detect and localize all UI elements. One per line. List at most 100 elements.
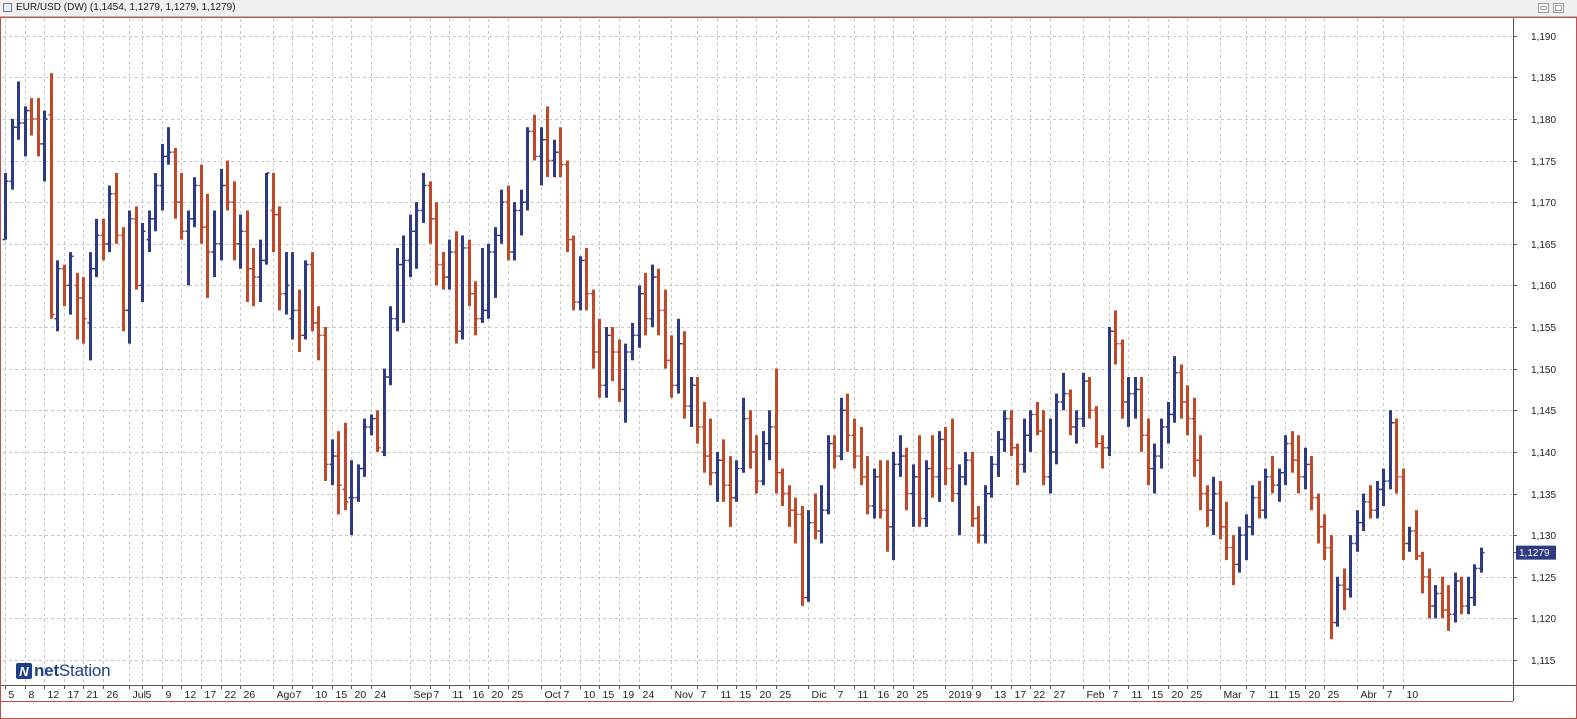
ohlc-bar-up: [1165, 401, 1172, 444]
ohlc-bar-down: [276, 206, 283, 311]
ohlc-bar-up: [733, 460, 740, 502]
y-tick-label: 1,175: [1531, 157, 1556, 168]
x-tick-label: 10: [584, 689, 596, 701]
ohlc-bar-down: [204, 193, 211, 298]
ohlc-bar-down: [786, 485, 793, 527]
ohlc-bar-down: [1204, 485, 1211, 527]
ohlc-bar-up: [1171, 356, 1178, 423]
ohlc-bar-down: [440, 252, 447, 290]
ohlc-bar-up: [159, 143, 166, 211]
ohlc-bar-down: [583, 247, 590, 311]
ohlc-bar-up: [289, 252, 296, 340]
x-tick-label: 16: [878, 689, 890, 701]
x-tick-label: 20: [897, 689, 909, 701]
y-tick-label: 1,150: [1531, 365, 1556, 376]
ohlc-bar-down: [1439, 576, 1446, 619]
ohlc-bar-down: [831, 435, 838, 469]
restore-button[interactable]: ▭: [1538, 3, 1549, 13]
ohlc-bar-down: [1086, 376, 1093, 419]
ohlc-bar-up: [1236, 526, 1243, 573]
x-tick-label: 24: [643, 689, 655, 701]
x-tick-label: 8: [29, 689, 35, 701]
ohlc-bar-up: [348, 460, 355, 536]
netstation-logo-text: netStation: [34, 661, 111, 681]
x-axis: 5 8 12 17 21 26 Jul 5 9 12 17 22 26 Ago 7 10 15 20 24 Sep 7 1…: [0, 685, 1577, 702]
ohlc-bar-up: [936, 431, 943, 502]
x-tick-label: 17: [68, 689, 80, 701]
ohlc-bar-down: [35, 98, 42, 157]
ohlc-bar-up: [329, 439, 336, 486]
ohlc-bar-up: [93, 218, 100, 278]
x-tick-label: 24: [375, 689, 387, 701]
ohlc-bar-down: [1099, 435, 1106, 469]
ohlc-bar-up: [1080, 372, 1087, 427]
ohlc-bar-down: [1413, 510, 1420, 561]
ohlc-bar-up: [283, 252, 290, 315]
ohlc-bar-up: [1060, 372, 1067, 411]
ohlc-chart[interactable]: 1,115 1,120 1,125 1,130 1,135 1,140 1,145 1,150…: [0, 17, 1577, 719]
x-tick-label: Ago: [277, 689, 296, 701]
x-tick-label: 25: [512, 689, 524, 701]
ohlc-bar-up: [1158, 418, 1165, 469]
ohlc-bar-up: [413, 202, 420, 269]
ohlc-bar-up: [1432, 585, 1439, 619]
ohlc-bar-up: [446, 239, 453, 290]
last-price-label: 1,1279: [1519, 548, 1550, 559]
ohlc-bar-up: [714, 451, 721, 502]
ohlc-bar-down: [655, 268, 662, 336]
x-tick-label: Mar: [1224, 689, 1243, 701]
ohlc-bar-up: [838, 397, 845, 461]
ohlc-bar-down: [1308, 456, 1315, 511]
ohlc-bar-down: [903, 447, 910, 511]
ohlc-bar-up: [1374, 481, 1381, 519]
ohlc-bar-down: [1419, 551, 1426, 594]
ohlc-bar-up: [1347, 535, 1354, 598]
x-tick-label: Sep: [414, 689, 433, 701]
ohlc-bar-down: [707, 418, 714, 486]
ohlc-bar-down: [1341, 568, 1348, 611]
ohlc-bar-up: [106, 185, 113, 253]
ohlc-bar-down: [1400, 468, 1407, 561]
ohlc-bar-down: [466, 239, 473, 307]
title-bar[interactable]: EUR/USD (DW) (1,1454, 1,1279, 1,1279, 1,…: [0, 0, 1577, 17]
ohlc-bar-down: [1295, 435, 1302, 494]
x-tick-label: 9: [166, 689, 172, 701]
ohlc-bar-up: [387, 306, 394, 386]
ohlc-bar-up: [1151, 443, 1158, 494]
ohlc-bar-up: [1073, 410, 1080, 444]
ohlc-bar-up: [923, 460, 930, 527]
x-tick-label: 20: [760, 689, 772, 701]
y-tick-label: 1,145: [1531, 406, 1556, 417]
ohlc-bar-down: [1223, 501, 1230, 561]
x-tick-label: 25: [780, 689, 792, 701]
netstation-logo-mark: N: [16, 663, 32, 679]
ohlc-bar-up: [1249, 485, 1256, 536]
ohlc-bar-down: [662, 289, 669, 369]
ohlc-bar-down: [1040, 410, 1047, 486]
maximize-button[interactable]: □: [1553, 3, 1564, 13]
ohlc-bar-up: [407, 214, 414, 278]
ohlc-bar-up: [1478, 547, 1485, 573]
ohlc-bar-down: [1269, 456, 1276, 494]
ohlc-bar-down: [884, 460, 891, 552]
ohlc-bar-up: [1387, 410, 1394, 490]
ohlc-bar-down: [172, 148, 179, 219]
x-tick-label: 27: [1054, 689, 1066, 701]
ohlc-bar-down: [864, 456, 871, 515]
ohlc-bar-down: [1119, 339, 1126, 419]
ohlc-bar-up: [146, 210, 153, 253]
ohlc-bar-up: [54, 260, 61, 332]
ohlc-bar-down: [48, 73, 55, 319]
ohlc-bar-down: [1184, 385, 1191, 436]
ohlc-bar-up: [1354, 510, 1361, 552]
x-tick-label: 10: [1407, 689, 1419, 701]
x-tick-label: 17: [205, 689, 217, 701]
ohlc-bar-down: [858, 426, 865, 486]
ohlc-bar-up: [622, 343, 629, 423]
ohlc-bar-up: [211, 210, 218, 278]
ohlc-bar-up: [1276, 468, 1283, 502]
ohlc-bar-down: [472, 281, 479, 336]
ohlc-bar-up: [41, 110, 48, 182]
x-tick-label: 16: [473, 689, 485, 701]
y-tick-label: 1,135: [1531, 490, 1556, 501]
